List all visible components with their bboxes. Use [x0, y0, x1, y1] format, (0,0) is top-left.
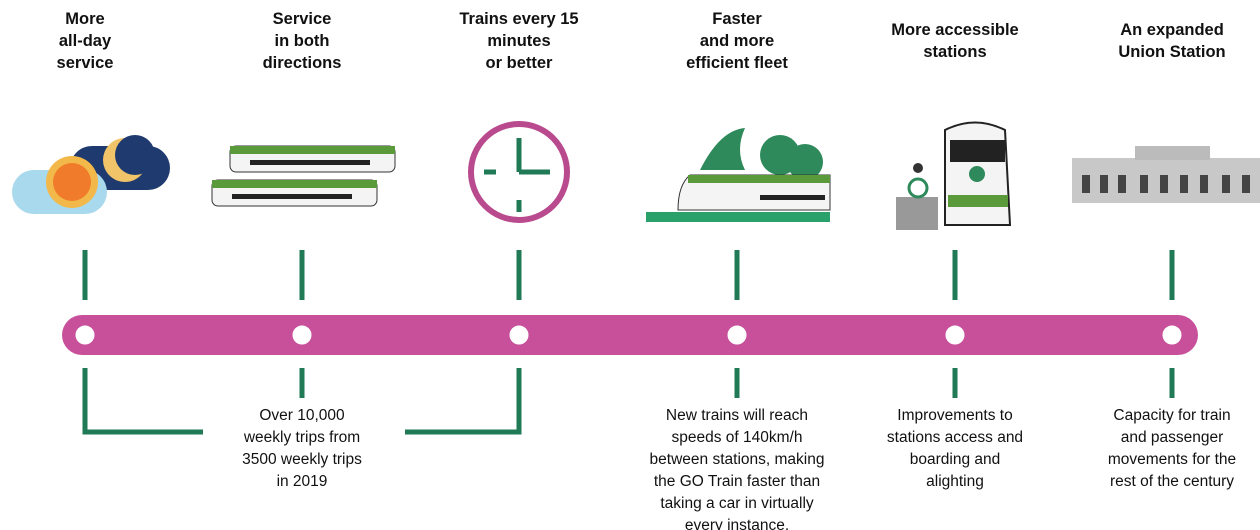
accessible-icon — [896, 121, 1012, 230]
item-title: or better — [486, 54, 554, 72]
station-icon — [1072, 146, 1260, 203]
item-description: every instance. — [685, 517, 789, 530]
item-title: More accessible — [891, 21, 1019, 39]
timeline-node — [75, 325, 95, 345]
item-description: speeds of 140km/h — [672, 429, 803, 446]
item-description: Improvements to — [897, 407, 1012, 424]
item-title: stations — [923, 43, 986, 61]
item-description: weekly trips from — [243, 429, 360, 446]
item-title: directions — [263, 54, 342, 72]
item-description: New trains will reach — [666, 407, 808, 424]
timeline-node — [945, 325, 965, 345]
day-night-icon — [12, 135, 170, 214]
clock-icon — [468, 121, 570, 223]
item-title: Union Station — [1118, 43, 1225, 61]
item-description: alighting — [926, 473, 984, 490]
item-description: Capacity for train — [1113, 407, 1230, 424]
item-title: More — [65, 10, 104, 28]
item-title: Faster — [712, 10, 762, 28]
item-description: the GO Train faster than — [654, 473, 820, 490]
item-title: efficient fleet — [686, 54, 788, 72]
timeline-node — [509, 325, 529, 345]
fast-train-icon — [646, 128, 831, 222]
bracket — [82, 368, 203, 435]
item-description: between stations, making — [650, 451, 825, 468]
item-description: 3500 weekly trips — [242, 451, 362, 468]
timeline-node — [292, 325, 312, 345]
item-title: minutes — [487, 32, 550, 50]
item-title: Service — [273, 10, 332, 28]
trains-icon — [211, 145, 396, 207]
item-description: stations access and — [887, 429, 1023, 446]
item-title: and more — [700, 32, 774, 50]
item-title: all-day — [59, 32, 112, 50]
item-title: An expanded — [1120, 21, 1224, 39]
item-description: in 2019 — [277, 473, 328, 490]
item-description: taking a car in virtually — [660, 495, 814, 512]
item-title: in both — [275, 32, 330, 50]
item-title: Trains every 15 — [459, 10, 578, 28]
item-description: rest of the century — [1110, 473, 1234, 490]
item-description: movements for the — [1108, 451, 1236, 468]
timeline-node — [1162, 325, 1182, 345]
item-title: service — [57, 54, 114, 72]
item-description: boarding and — [910, 451, 1001, 468]
item-description: and passenger — [1121, 429, 1224, 446]
bracket — [405, 368, 522, 435]
timeline-bar — [62, 315, 1198, 355]
timeline-node — [727, 325, 747, 345]
item-description: Over 10,000 — [259, 407, 345, 424]
